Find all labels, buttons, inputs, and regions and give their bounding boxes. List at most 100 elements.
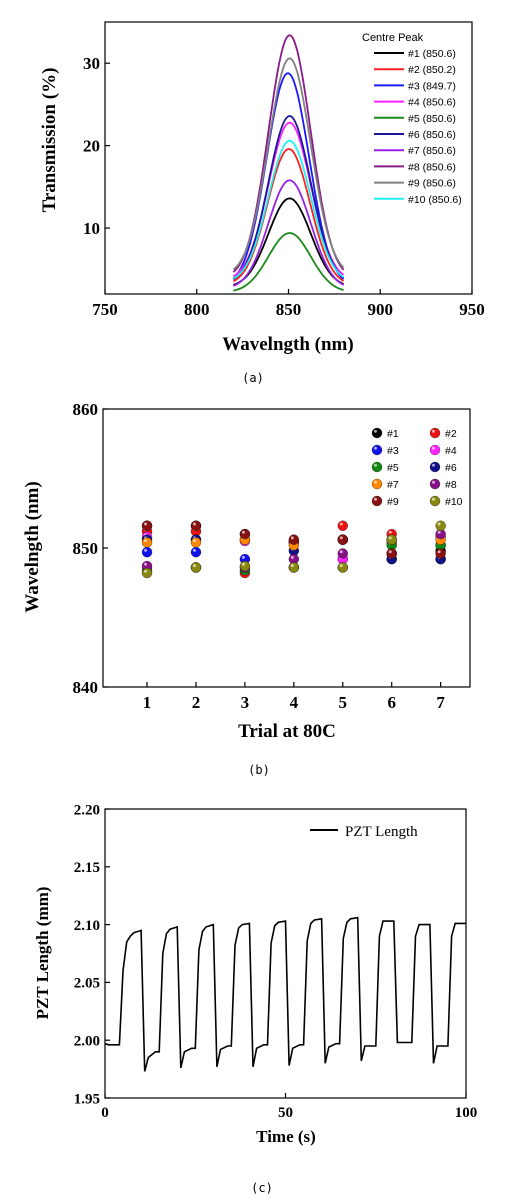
y-tick-label: 30 [83,54,100,73]
data-point [190,562,202,573]
figure-caption: (b) [248,763,270,777]
legend-label: #5 (850.6) [408,113,456,125]
y-tick-label: 860 [73,400,99,419]
legend-label: #8 (850.6) [408,161,456,173]
legend-marker [429,495,441,507]
data-point [141,537,153,548]
legend-label: #7 (850.6) [408,145,456,157]
series-lines [232,34,345,292]
x-tick-label: 900 [368,300,394,319]
legend-marker [429,444,441,456]
series-line [233,232,344,292]
legend-marker [429,427,441,439]
x-ticks: 0 50 100 [101,1093,477,1121]
y-ticks: 840 850 860 [73,400,108,697]
y-tick-label: 850 [73,539,99,558]
y-tick-label: 2.15 [74,860,100,876]
pzt-length-chart: 0 50 100 1.95 2.00 2.05 2.10 2.15 2.20 Time (s)… [33,802,478,1195]
y-axis-title: Transmission (%) [39,68,60,213]
data-point-highlight [144,569,148,573]
data-point-highlight [388,536,392,540]
legend: #1 #2 #3 #4 #5 #6 #7 #8 #9 #10 [371,427,463,508]
x-tick-label: 1 [143,693,152,712]
x-tick-label: 950 [459,300,485,319]
plot-frame [102,408,471,688]
x-tick-label: 50 [278,1105,293,1121]
data-point [337,534,348,545]
plot-area: 0 50 100 1.95 2.00 2.05 2.10 2.15 2.20 [74,802,478,1121]
y-axis-title: Wavelngth (nm) [22,481,43,612]
figure-caption: (a) [242,371,264,385]
data-point [337,520,348,531]
legend-label: #6 (850.6) [408,129,456,141]
series-line [104,916,466,1072]
series-line [233,197,344,286]
y-ticks: 1.95 2.00 2.05 2.10 2.15 2.20 [74,802,110,1107]
legend-marker [429,461,441,473]
legend-label: #3 (849.7) [408,80,456,92]
x-tick-label: 4 [290,693,299,712]
x-tick-label: 6 [387,693,396,712]
figure-caption: (c) [251,1181,273,1195]
legend-label: #1 (850.6) [408,48,456,60]
data-point [190,520,202,531]
data-point-highlight [192,548,196,552]
series-line [232,139,345,280]
x-tick-label: 5 [339,693,348,712]
y-ticks: 10 20 30 [83,54,110,238]
data-point [190,537,202,548]
y-tick-label: 20 [83,137,100,156]
data-point [288,562,299,573]
legend-label: #6 [445,462,457,474]
legend-marker [371,427,383,439]
legend-label: #2 (850.2) [408,64,456,76]
series-line [232,57,345,271]
x-axis-title: Wavelngth (nm) [222,334,353,355]
transmission-chart: 750 800 850 900 950 10 20 30 Wavelngth (nm) Tr… [39,21,485,385]
data-point [386,548,397,559]
legend-marker [371,444,383,456]
legend-label: #10 (850.6) [408,194,462,206]
data-point [141,567,153,579]
wavelength-trial-chart: 1 2 3 4 5 6 7 840 850 860 Trial at 80C Wavelngth… [22,400,471,777]
data-point-highlight [144,562,148,566]
data-point-highlight [339,550,343,554]
data-point-highlight [144,522,148,526]
legend-label: #4 (850.6) [408,97,456,109]
data-point [141,547,153,558]
data-point-highlight [339,522,343,526]
series-points [141,520,446,579]
plot-frame [104,21,473,295]
data-point-highlight [241,562,245,566]
legend-title: Centre Peak [362,32,424,44]
x-tick-label: 750 [92,300,118,319]
plot-area: 750 800 850 900 950 10 20 30 [83,21,485,319]
series-lines [104,916,466,1072]
legend-marker-highlight [374,497,377,501]
data-point [239,528,251,540]
data-point [435,520,446,531]
y-tick-label: 2.00 [74,1033,100,1049]
x-tick-label: 2 [192,693,201,712]
data-point [190,547,202,558]
legend-label: #1 [387,428,399,440]
data-point [386,534,397,545]
data-point-highlight [290,564,294,568]
y-axis-title: PZT Length (mm) [33,887,52,1020]
data-point-highlight [192,539,196,543]
data-point-highlight [290,536,294,540]
x-tick-label: 800 [184,300,210,319]
legend-label: #7 [387,479,399,491]
series-line [233,179,345,287]
data-point-highlight [241,530,245,534]
legend-label: #8 [445,479,457,491]
y-tick-label: 2.20 [74,802,100,818]
series-line [232,148,345,283]
legend-marker [371,478,383,490]
x-tick-label: 3 [241,693,250,712]
legend-marker-highlight [374,463,377,467]
legend-marker-highlight [374,480,377,484]
legend: Centre Peak #1 (850.6) #2 (850.2) #3 (849.… [362,32,462,206]
legend-marker-highlight [374,446,377,450]
x-tick-label: 100 [455,1105,478,1121]
